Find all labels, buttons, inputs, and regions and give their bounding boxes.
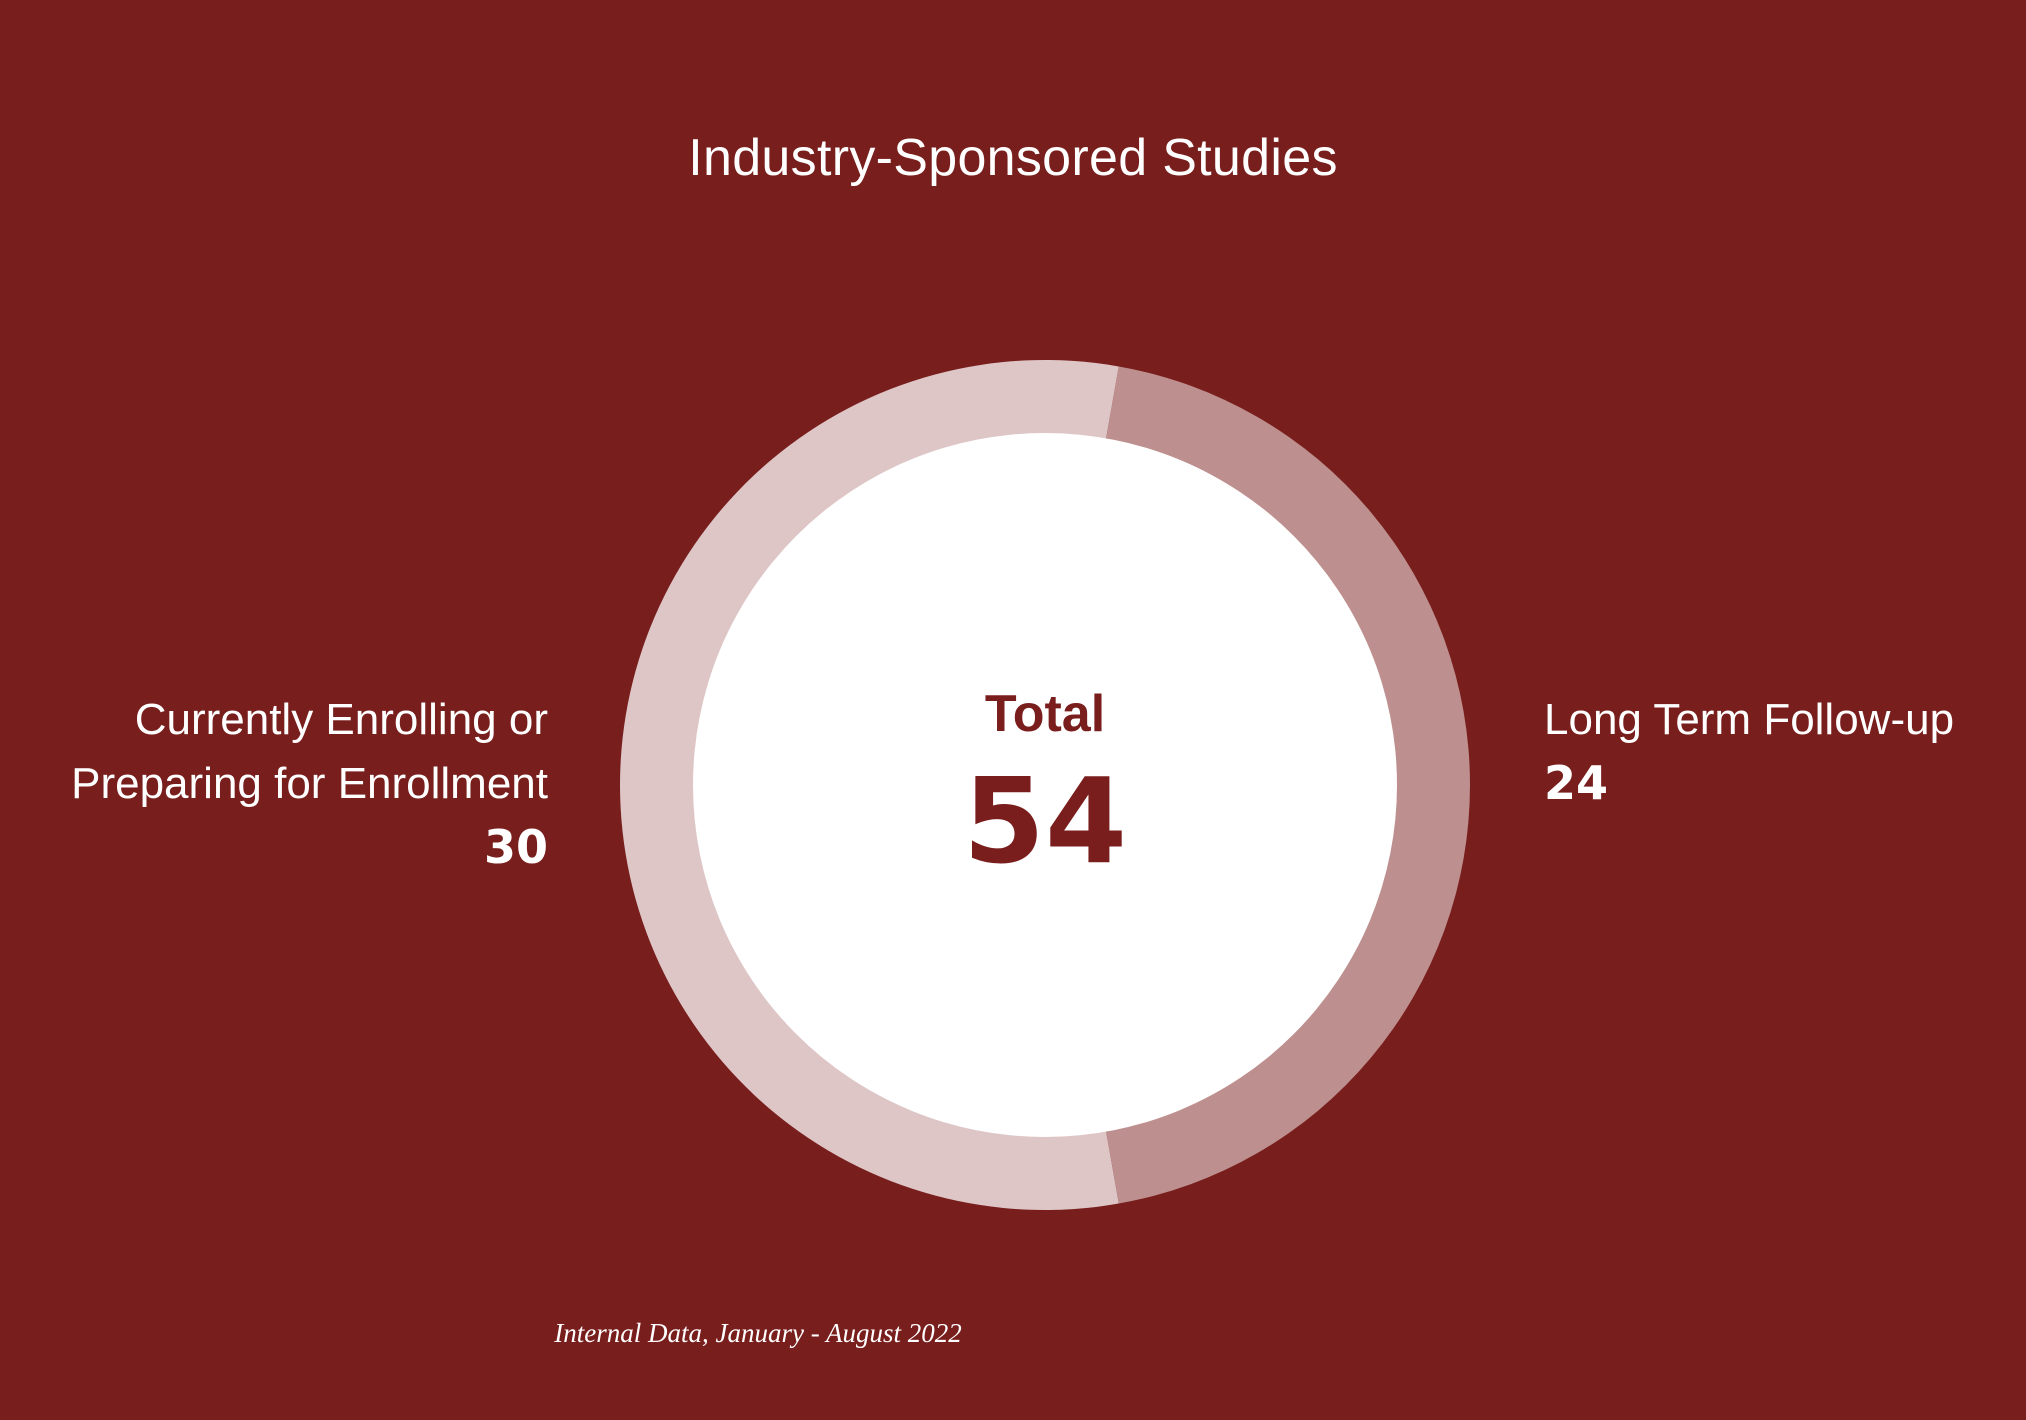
followup-value: 24 <box>1544 756 1609 810</box>
legend-label-followup: Long Term Follow-up 24 <box>1544 688 1954 814</box>
legend-label-enrolling: Currently Enrolling or Preparing for Enr… <box>71 688 548 878</box>
total-value: 54 <box>962 752 1128 890</box>
total-label: Total <box>984 685 1106 743</box>
enrolling-value: 30 <box>483 820 548 874</box>
followup-label-line1: Long Term Follow-up <box>1544 695 1955 744</box>
chart-title: Industry-Sponsored Studies <box>688 129 1338 187</box>
source-note: Internal Data, January - August 2022 <box>554 1318 962 1348</box>
enrolling-label-line2: Preparing for Enrollment <box>71 759 548 808</box>
enrolling-label-line1: Currently Enrolling or <box>134 695 548 744</box>
donut-center <box>693 433 1397 1137</box>
